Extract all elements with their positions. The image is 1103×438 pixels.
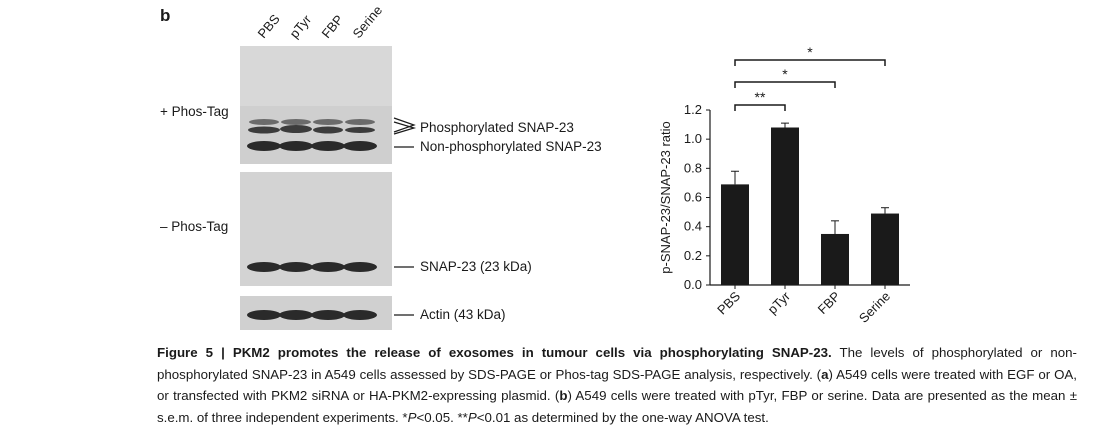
phos-tag-blot (240, 46, 392, 164)
bar-ptyr (771, 127, 799, 285)
significance-bracket (734, 104, 786, 111)
bar-fbp (821, 233, 849, 285)
y-tick-label: 0.8 (684, 160, 702, 175)
caption-text-3: ) A549 cells were treated with pTyr, FBP… (157, 388, 1078, 425)
band-pointers (393, 117, 417, 148)
lane-label-pbs: PBS (254, 11, 283, 41)
x-tick-label: pTyr (765, 288, 794, 317)
caption-text-5: <0.01 as determined by the one-way ANOVA… (476, 409, 769, 425)
figure-caption: Figure 5 | PKM2 promotes the release of … (157, 342, 1077, 428)
phosphorylated-snap23-label: Phosphorylated SNAP-23 (420, 120, 574, 135)
panel-label: b (160, 6, 171, 25)
x-tick-label: PBS (714, 288, 743, 317)
actin-blot (240, 296, 392, 330)
significance-label: * (782, 66, 788, 82)
caption-p-symbol-2: P (467, 409, 477, 425)
actin-label: Actin (43 kDa) (420, 307, 506, 322)
caption-letter-b: b (559, 388, 568, 403)
y-tick-label: 1.0 (684, 131, 702, 146)
significance-bracket (734, 81, 836, 88)
x-tick-label: FBP (815, 289, 843, 317)
snap23-blot (240, 172, 392, 286)
lane-label-serine: Serine (349, 2, 386, 42)
caption-text-1: The levels of phosphorylated or non-phos… (157, 345, 1077, 382)
significance-label: ** (755, 89, 766, 105)
caption-title: Figure 5 | PKM2 promotes the release of … (157, 345, 832, 360)
y-tick-label: 0.4 (684, 219, 702, 234)
y-tick-label: 1.2 (684, 102, 702, 117)
lane-label-ptyr: pTyr (286, 11, 315, 41)
caption-p-symbol: P (407, 409, 417, 425)
non-phosphorylated-snap23-label: Non-phosphorylated SNAP-23 (420, 139, 602, 154)
significance-bracket (734, 59, 886, 66)
snap23-label: SNAP-23 (23 kDa) (420, 259, 532, 274)
significance-label: * (807, 44, 813, 60)
actin-pointer (394, 314, 414, 316)
no-phos-tag-label: – Phos-Tag (160, 219, 229, 234)
lane-label-fbp: FBP (318, 11, 347, 41)
bar-serine (871, 213, 899, 285)
y-axis-label: p-SNAP-23/SNAP-23 ratio (658, 121, 673, 273)
phos-tag-label: + Phos-Tag (160, 104, 229, 119)
bar-pbs (721, 184, 749, 285)
caption-letter-a: a (821, 366, 829, 382)
snap23-pointer (394, 266, 414, 268)
caption-text-2: ) A549 cells were treated with EGF or OA… (157, 366, 1077, 404)
bar-chart: 0.0 0.2 0.4 0.6 0.8 1.0 1.2 p-SNAP-23/SNAP-23 r… (658, 44, 910, 326)
y-tick-label: 0.2 (684, 248, 702, 263)
y-tick-label: 0.0 (684, 277, 702, 292)
y-tick-label: 0.6 (684, 190, 702, 205)
caption-text-4: <0.05. ** (416, 409, 468, 425)
x-tick-label: Serine (856, 289, 893, 326)
